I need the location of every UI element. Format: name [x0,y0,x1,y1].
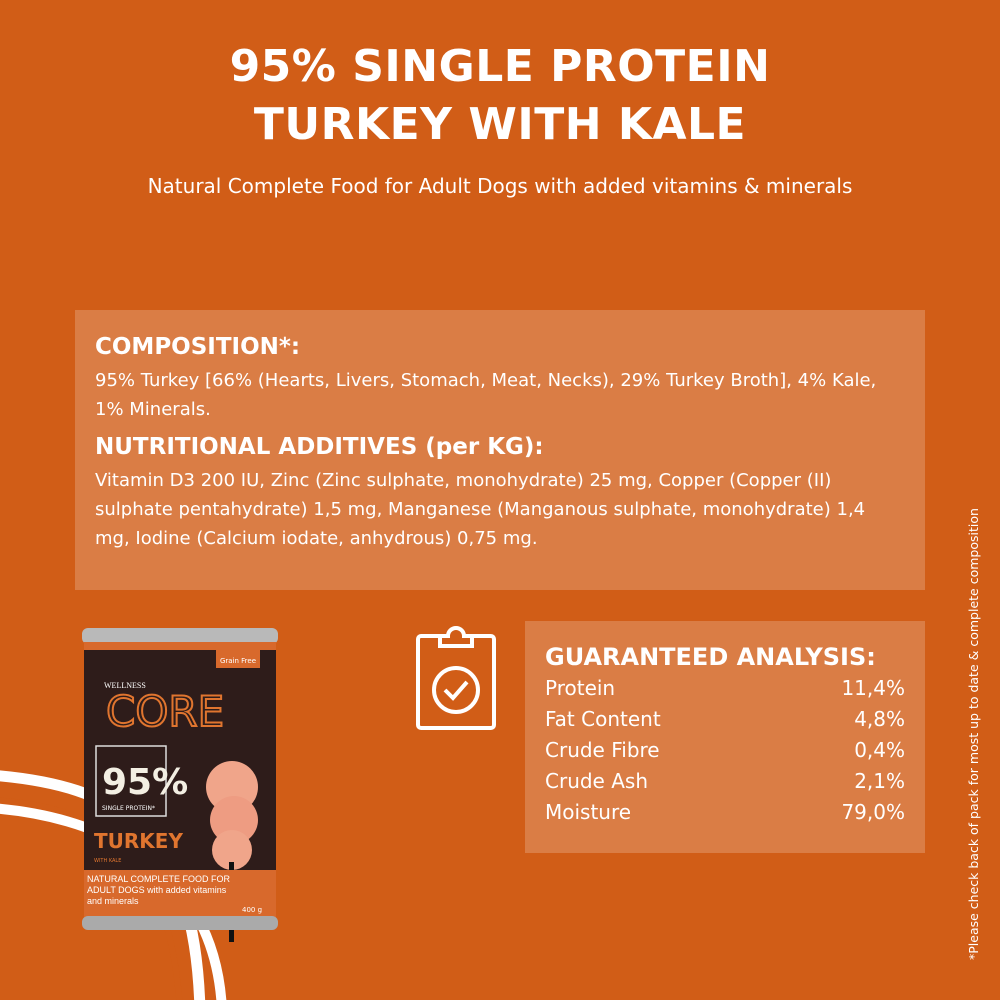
composition-text: 95% Turkey [66% (Hearts, Livers, Stomach… [95,370,877,420]
guaranteed-analysis-panel: GUARANTEED ANALYSIS: Protein 11,4% Fat Co… [525,621,925,853]
can-bottom-text: NATURAL COMPLETE FOOD FOR ADULT DOGS wit… [87,874,231,906]
can-brand-small: WELLNESS [104,681,146,690]
additives-text: Vitamin D3 200 IU, Zinc (Zinc sulphate, … [95,470,866,549]
analysis-label: Crude Ash [545,769,648,793]
analysis-value: 0,4% [854,738,905,762]
analysis-heading: GUARANTEED ANALYSIS: [545,643,876,671]
analysis-row: Crude Ash 2,1% [545,766,905,797]
analysis-row: Protein 11,4% [545,673,905,704]
title-line-1: 95% SINGLE PROTEIN [229,41,771,92]
can-protein: SINGLE PROTEIN* [102,805,155,812]
analysis-label: Fat Content [545,707,661,731]
analysis-value: 2,1% [854,769,905,793]
analysis-value: 79,0% [841,800,905,824]
composition-panel: COMPOSITION*: 95% Turkey [66% (Hearts, L… [75,310,925,590]
can-flavor: TURKEY [94,829,183,853]
analysis-label: Protein [545,676,616,700]
can-badge: Grain Free [220,657,256,665]
additives-heading: NUTRITIONAL ADDITIVES (per KG): [95,434,544,460]
clipboard-check-icon [414,622,498,736]
analysis-row: Fat Content 4,8% [545,704,905,735]
analysis-label: Moisture [545,800,632,824]
analysis-label: Crude Fibre [545,738,660,762]
can-with: WITH KALE [94,858,121,864]
product-can-image: Grain Free WELLNESS CORE 95% SINGLE PROT… [82,628,278,942]
can-brand: CORE [106,687,224,736]
composition-heading: COMPOSITION*: [95,334,301,360]
analysis-row: Moisture 79,0% [545,797,905,828]
can-weight: 400 g [242,906,262,914]
title-line-2: TURKEY WITH KALE [253,99,747,150]
subtitle: Natural Complete Food for Adult Dogs wit… [147,174,853,198]
footnote: *Please check back of pack for most up t… [966,508,981,960]
analysis-value: 11,4% [841,676,905,700]
analysis-row: Crude Fibre 0,4% [545,735,905,766]
page-title: 95% SINGLE PROTEIN TURKEY WITH KALE [0,38,1000,154]
can-percent: 95% [102,762,188,803]
analysis-value: 4,8% [854,707,905,731]
